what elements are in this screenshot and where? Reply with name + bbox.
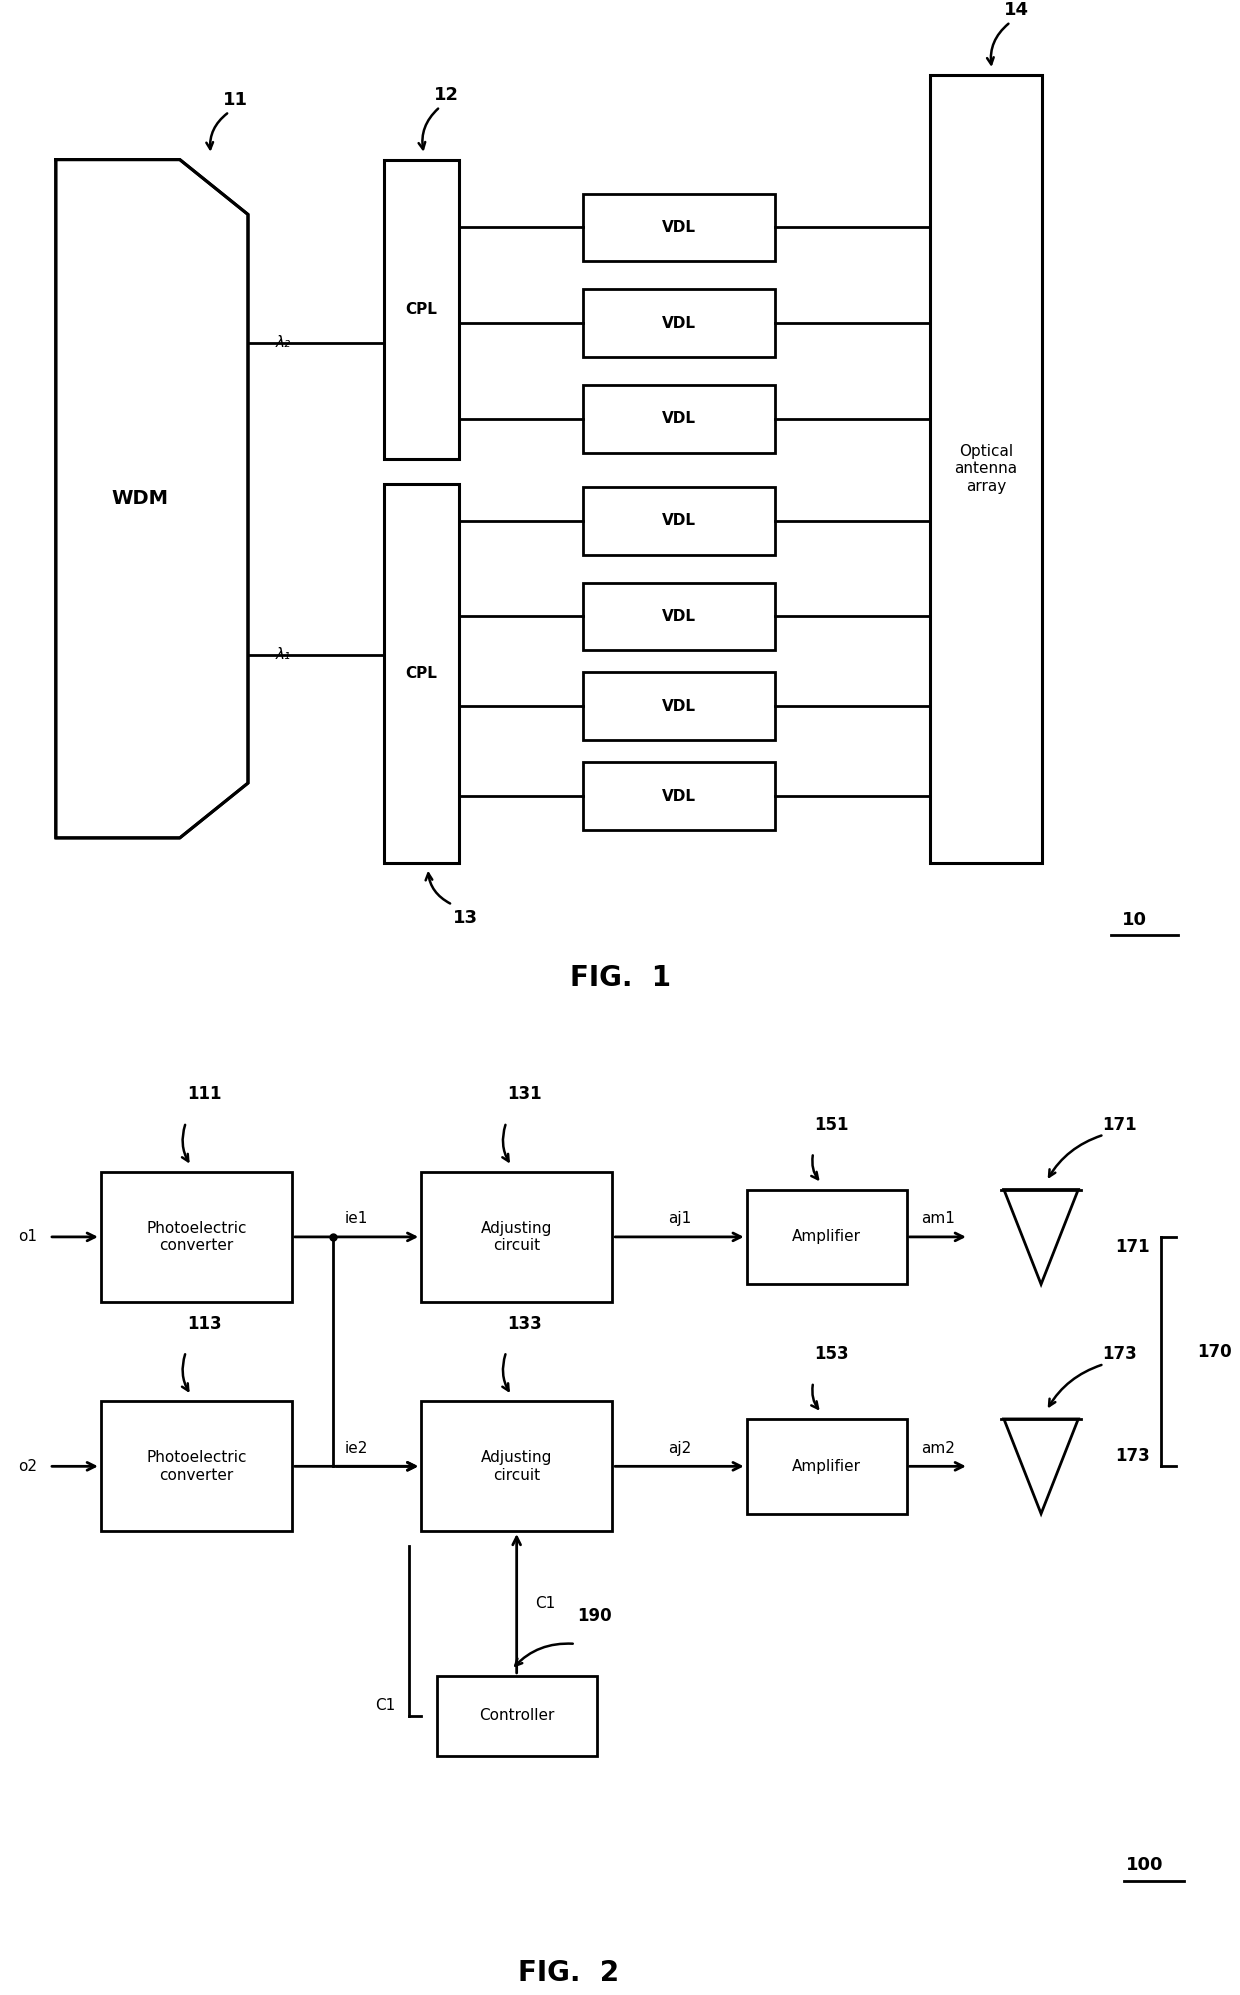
Text: ie1: ie1 [345, 1211, 368, 1227]
Text: C1: C1 [536, 1596, 556, 1612]
Text: CPL: CPL [405, 301, 438, 317]
Text: VDL: VDL [662, 219, 696, 235]
FancyBboxPatch shape [583, 289, 775, 357]
FancyBboxPatch shape [583, 194, 775, 261]
Text: 111: 111 [187, 1085, 222, 1103]
Text: VDL: VDL [662, 698, 696, 714]
Text: 153: 153 [815, 1345, 849, 1363]
FancyBboxPatch shape [384, 483, 459, 864]
Text: WDM: WDM [112, 489, 167, 509]
Text: C1: C1 [374, 1698, 396, 1714]
Text: 133: 133 [507, 1315, 542, 1333]
Text: VDL: VDL [662, 315, 696, 331]
Text: FIG.  1: FIG. 1 [569, 964, 671, 992]
Text: 173: 173 [1102, 1345, 1137, 1363]
Text: Adjusting
circuit: Adjusting circuit [481, 1221, 552, 1253]
FancyBboxPatch shape [422, 1173, 613, 1303]
Text: VDL: VDL [662, 788, 696, 804]
Text: aj1: aj1 [668, 1211, 691, 1227]
Text: Amplifier: Amplifier [792, 1458, 861, 1474]
Text: 113: 113 [187, 1315, 222, 1333]
FancyBboxPatch shape [746, 1418, 906, 1514]
Text: Optical
antenna
array: Optical antenna array [955, 445, 1017, 493]
Text: VDL: VDL [662, 411, 696, 427]
FancyBboxPatch shape [384, 160, 459, 459]
Text: Photoelectric
converter: Photoelectric converter [146, 1221, 247, 1253]
Text: CPL: CPL [405, 666, 438, 680]
Text: 190: 190 [577, 1606, 611, 1626]
FancyBboxPatch shape [583, 672, 775, 740]
Text: 13: 13 [453, 908, 477, 928]
FancyBboxPatch shape [930, 74, 1042, 864]
Polygon shape [1004, 1418, 1079, 1514]
Polygon shape [1004, 1189, 1079, 1285]
FancyBboxPatch shape [422, 1400, 613, 1532]
Text: 10: 10 [1122, 910, 1147, 930]
Text: FIG.  2: FIG. 2 [518, 1959, 619, 1987]
Text: 170: 170 [1197, 1343, 1231, 1361]
Text: 173: 173 [1116, 1446, 1151, 1466]
FancyBboxPatch shape [583, 583, 775, 650]
Text: aj2: aj2 [668, 1440, 691, 1456]
FancyBboxPatch shape [746, 1189, 906, 1285]
Text: λ₁: λ₁ [275, 646, 290, 662]
Text: o1: o1 [17, 1229, 37, 1245]
Text: 11: 11 [223, 90, 248, 110]
Text: 171: 171 [1116, 1237, 1151, 1257]
FancyBboxPatch shape [583, 487, 775, 555]
Text: Photoelectric
converter: Photoelectric converter [146, 1450, 247, 1482]
Text: o2: o2 [17, 1458, 37, 1474]
FancyBboxPatch shape [100, 1400, 291, 1532]
FancyBboxPatch shape [583, 762, 775, 830]
Text: 14: 14 [1004, 0, 1029, 20]
Text: Amplifier: Amplifier [792, 1229, 861, 1245]
Text: 100: 100 [1126, 1855, 1164, 1875]
Text: Adjusting
circuit: Adjusting circuit [481, 1450, 552, 1482]
Text: λ₂: λ₂ [275, 335, 290, 351]
Text: 171: 171 [1102, 1115, 1137, 1133]
Text: 12: 12 [434, 86, 459, 104]
Text: VDL: VDL [662, 608, 696, 624]
Text: 131: 131 [507, 1085, 542, 1103]
Text: Controller: Controller [479, 1708, 554, 1724]
Text: am2: am2 [921, 1440, 955, 1456]
Text: am1: am1 [921, 1211, 955, 1227]
Text: 151: 151 [815, 1115, 849, 1133]
FancyBboxPatch shape [100, 1173, 291, 1303]
FancyBboxPatch shape [436, 1676, 596, 1756]
Polygon shape [56, 160, 248, 838]
Text: ie2: ie2 [345, 1440, 368, 1456]
Text: VDL: VDL [662, 513, 696, 529]
FancyBboxPatch shape [583, 385, 775, 453]
